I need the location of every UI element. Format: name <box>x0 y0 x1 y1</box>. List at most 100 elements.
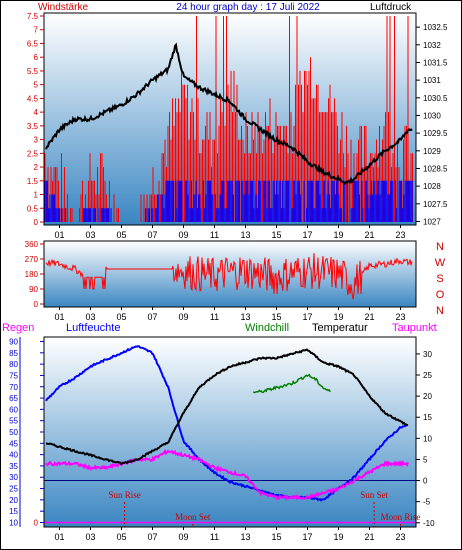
temp-xtick-label: 01 <box>54 532 64 542</box>
temp-xtick-label: 07 <box>147 532 157 542</box>
compass-label: W <box>435 257 446 269</box>
humidity-ytick-label: 85 <box>9 349 18 358</box>
direction-ytick-label: 180 <box>25 270 39 279</box>
humidity-ytick-label: 60 <box>9 405 18 414</box>
humidity-ytick-label: 10 <box>9 518 18 527</box>
direction-xtick-label: 23 <box>395 312 405 322</box>
pressure-ytick-label: 1029 <box>423 147 441 156</box>
pressure-series <box>45 42 413 186</box>
pressure-ytick-label: 1031 <box>423 76 441 85</box>
direction-xtick-label: 21 <box>364 312 374 322</box>
humidity-ytick-label: 45 <box>9 439 18 448</box>
sun-moon-annotation: Sun Rise <box>108 490 140 500</box>
wind-ytick-label: 0 <box>34 218 39 227</box>
temp-humidity-panel <box>44 337 416 527</box>
pressure-ytick-label: 1027 <box>423 217 441 226</box>
wind-ytick-label: 7.5 <box>27 12 39 21</box>
sun-moon-annotation: Moon Set <box>175 512 211 522</box>
wind-xtick-label: 19 <box>333 230 343 240</box>
humidity-ytick-label: 55 <box>9 417 18 426</box>
humidity-ytick-label: 40 <box>9 451 18 460</box>
humidity-ytick-label: 50 <box>9 428 18 437</box>
compass-label: N <box>436 305 444 317</box>
wind-xtick-label: 13 <box>240 230 250 240</box>
direction-xtick-label: 07 <box>147 312 157 322</box>
wind-direction-series <box>45 253 413 300</box>
wind-pressure-border <box>43 12 417 226</box>
wind-average-series <box>44 180 413 222</box>
humidity-ytick-label: 25 <box>9 485 18 494</box>
wind-ytick-label: 4 <box>34 108 39 117</box>
pressure-ytick-label: 1032.5 <box>423 23 448 32</box>
temp-ytick-label: 20 <box>423 392 432 401</box>
pressure-ytick-label: 1027.5 <box>423 200 448 209</box>
wind-ytick-label: 0.5 <box>27 204 39 213</box>
wind-xtick-label: 17 <box>302 230 312 240</box>
humidity-ytick-label: 70 <box>9 383 18 392</box>
direction-xtick-label: 01 <box>54 312 64 322</box>
pressure-ytick-label: 1032 <box>423 41 441 50</box>
pressure-ytick-label: 1031.5 <box>423 58 448 67</box>
humidity-ytick-label: 20 <box>9 496 18 505</box>
axes-layer: 00.511.522.533.544.555.566.577.510271027… <box>9 12 448 542</box>
pressure-ytick-label: 1030 <box>423 111 441 120</box>
compass-label: S <box>436 273 443 285</box>
wind-xtick-label: 05 <box>116 230 126 240</box>
wind-ytick-label: 5 <box>34 81 39 90</box>
wind-xtick-label: 01 <box>54 230 64 240</box>
pressure-ytick-label: 1030.5 <box>423 94 448 103</box>
humidity-ytick-label: 35 <box>9 462 18 471</box>
temp-ytick-label: 0 <box>423 477 428 486</box>
wind-ytick-label: 1 <box>34 191 39 200</box>
temp-xtick-label: 09 <box>178 532 188 542</box>
temp-ytick-label: 5 <box>423 455 428 464</box>
direction-ytick-label: 360 <box>25 240 39 249</box>
temp-xtick-label: 19 <box>333 532 343 542</box>
wind-ytick-label: 3.5 <box>27 122 39 131</box>
direction-xtick-label: 09 <box>178 312 188 322</box>
direction-xtick-label: 03 <box>85 312 95 322</box>
humidity-series <box>45 345 409 502</box>
pressure-ytick-label: 1029.5 <box>423 129 448 138</box>
humidity-ytick-label: 15 <box>9 507 18 516</box>
pressure-axis-title: Luftdruck <box>370 2 412 13</box>
wind-xtick-label: 23 <box>395 230 405 240</box>
temp-humidity-plot: Sun Rise Moon Set Sun Set Moon Rise <box>44 345 421 527</box>
windchill-label: Windchill <box>245 322 289 334</box>
humidity-ytick-label: 30 <box>9 473 18 482</box>
direction-xtick-label: 19 <box>333 312 343 322</box>
wind-xtick-label: 07 <box>147 230 157 240</box>
windchill-series <box>252 373 331 394</box>
temperature-series <box>45 348 409 466</box>
rain-zero-label: 0 <box>34 518 39 527</box>
wind-ytick-label: 2 <box>34 163 39 172</box>
temperature-label: Temperatur <box>312 322 368 334</box>
wind-ytick-label: 6 <box>34 53 39 62</box>
direction-xtick-label: 15 <box>271 312 281 322</box>
temp-xtick-label: 11 <box>210 532 219 542</box>
sun-moon-annotation: Moon Rise <box>381 512 421 522</box>
wind-xtick-label: 09 <box>178 230 188 240</box>
pressure-ytick-label: 1028 <box>423 182 441 191</box>
wind-ytick-label: 6.5 <box>27 39 39 48</box>
direction-ytick-label: 90 <box>29 285 38 294</box>
direction-ytick-label: 0 <box>34 300 39 309</box>
wind-ytick-label: 4.5 <box>27 94 39 103</box>
temp-xtick-label: 03 <box>85 532 95 542</box>
wind-ytick-label: 2.5 <box>27 149 39 158</box>
temp-xtick-label: 13 <box>240 532 250 542</box>
temp-ytick-label: 30 <box>423 350 432 359</box>
sun-moon-annotation: Sun Set <box>360 490 388 500</box>
temp-xtick-label: 21 <box>364 532 374 542</box>
pressure-ytick-label: 1028.5 <box>423 164 448 173</box>
temp-xtick-label: 15 <box>271 532 281 542</box>
temp-ytick-label: 10 <box>423 434 432 443</box>
temp-ytick-label: -10 <box>423 519 435 528</box>
direction-xtick-label: 17 <box>302 312 312 322</box>
humidity-ytick-label: 75 <box>9 371 18 380</box>
humidity-ytick-label: 90 <box>9 338 18 347</box>
wind-direction-plot <box>45 253 413 300</box>
humidity-ytick-label: 80 <box>9 360 18 369</box>
temp-xtick-label: 23 <box>395 532 405 542</box>
